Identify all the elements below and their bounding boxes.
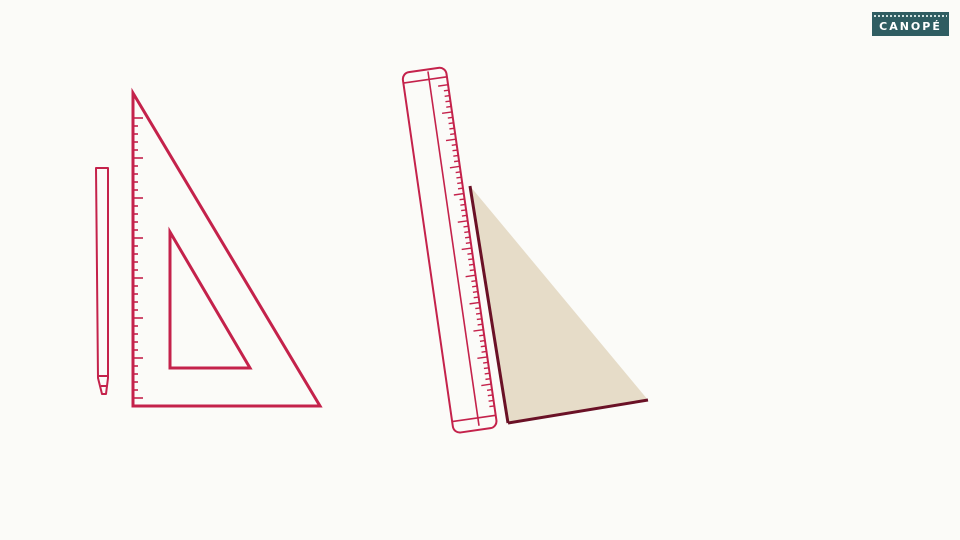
graduation-tick xyxy=(445,138,457,142)
graduation-tick xyxy=(447,116,453,119)
graduation-tick xyxy=(469,301,480,305)
graduation-tick xyxy=(472,290,478,293)
graduation-tick xyxy=(453,192,464,196)
graduation-tick xyxy=(453,160,460,163)
graduation-tick xyxy=(476,318,482,321)
graduation-tick xyxy=(477,323,483,326)
graduation-tick xyxy=(471,279,477,283)
graduation-tick xyxy=(463,225,469,228)
graduation-tick xyxy=(465,274,476,278)
triangle-shape xyxy=(468,185,649,425)
graduation-tick xyxy=(450,132,456,136)
graduation-tick xyxy=(477,356,488,360)
set-square-icon xyxy=(131,87,323,408)
graduation-tick xyxy=(479,334,485,337)
graduation-tick xyxy=(451,143,457,146)
ruler-graduations xyxy=(438,84,495,408)
graduation-tick xyxy=(483,361,489,364)
graduation-tick xyxy=(481,350,487,353)
ruler-icon xyxy=(401,66,498,434)
pencil-icon xyxy=(95,167,109,395)
set-square-graduations xyxy=(133,117,143,399)
graduation-tick xyxy=(449,165,460,169)
graduation-tick xyxy=(452,149,458,152)
graduation-tick xyxy=(465,241,471,244)
graduation-tick xyxy=(483,367,489,370)
graduation-tick xyxy=(473,296,479,299)
graduation-tick xyxy=(480,345,486,348)
graduation-tick xyxy=(464,236,471,239)
graduation-tick xyxy=(448,122,454,125)
graduation-tick xyxy=(457,187,464,190)
graduation-tick xyxy=(460,203,466,206)
graduation-tick xyxy=(468,258,474,261)
graduation-tick xyxy=(487,394,493,397)
graduation-tick xyxy=(467,252,473,255)
graduation-tick xyxy=(457,220,468,223)
graduation-tick xyxy=(469,269,475,272)
graduation-tick xyxy=(464,230,470,234)
graduation-tick xyxy=(475,307,481,310)
graduation-tick xyxy=(461,209,467,212)
graduation-tick xyxy=(443,89,449,92)
logo-text: CANOPÉ xyxy=(879,19,942,33)
graduation-tick xyxy=(455,171,461,174)
graduation-tick xyxy=(453,154,459,157)
graduation-tick xyxy=(479,339,486,342)
graduation-tick xyxy=(459,198,465,201)
graduation-tick xyxy=(441,111,453,115)
graduation-tick xyxy=(488,399,494,402)
graduation-tick xyxy=(489,405,495,408)
graduation-tick xyxy=(484,372,490,375)
graduation-tick xyxy=(481,383,492,387)
graduation-tick xyxy=(446,105,452,108)
graduation-tick xyxy=(485,377,491,381)
graduation-tick xyxy=(475,312,482,315)
graduation-tick xyxy=(457,181,463,185)
graduation-tick xyxy=(438,84,449,87)
graduation-tick xyxy=(486,388,493,391)
graduation-tick xyxy=(445,100,451,103)
graduation-tick xyxy=(468,263,475,266)
graduation-tick xyxy=(473,328,484,332)
graduation-tick xyxy=(449,127,455,130)
graduation-tick xyxy=(461,214,467,217)
canope-logo: CANOPÉ xyxy=(872,12,949,36)
graduation-tick xyxy=(444,94,450,97)
graduation-tick xyxy=(456,176,462,179)
graduation-tick xyxy=(461,247,472,251)
graduation-tick xyxy=(472,285,478,288)
